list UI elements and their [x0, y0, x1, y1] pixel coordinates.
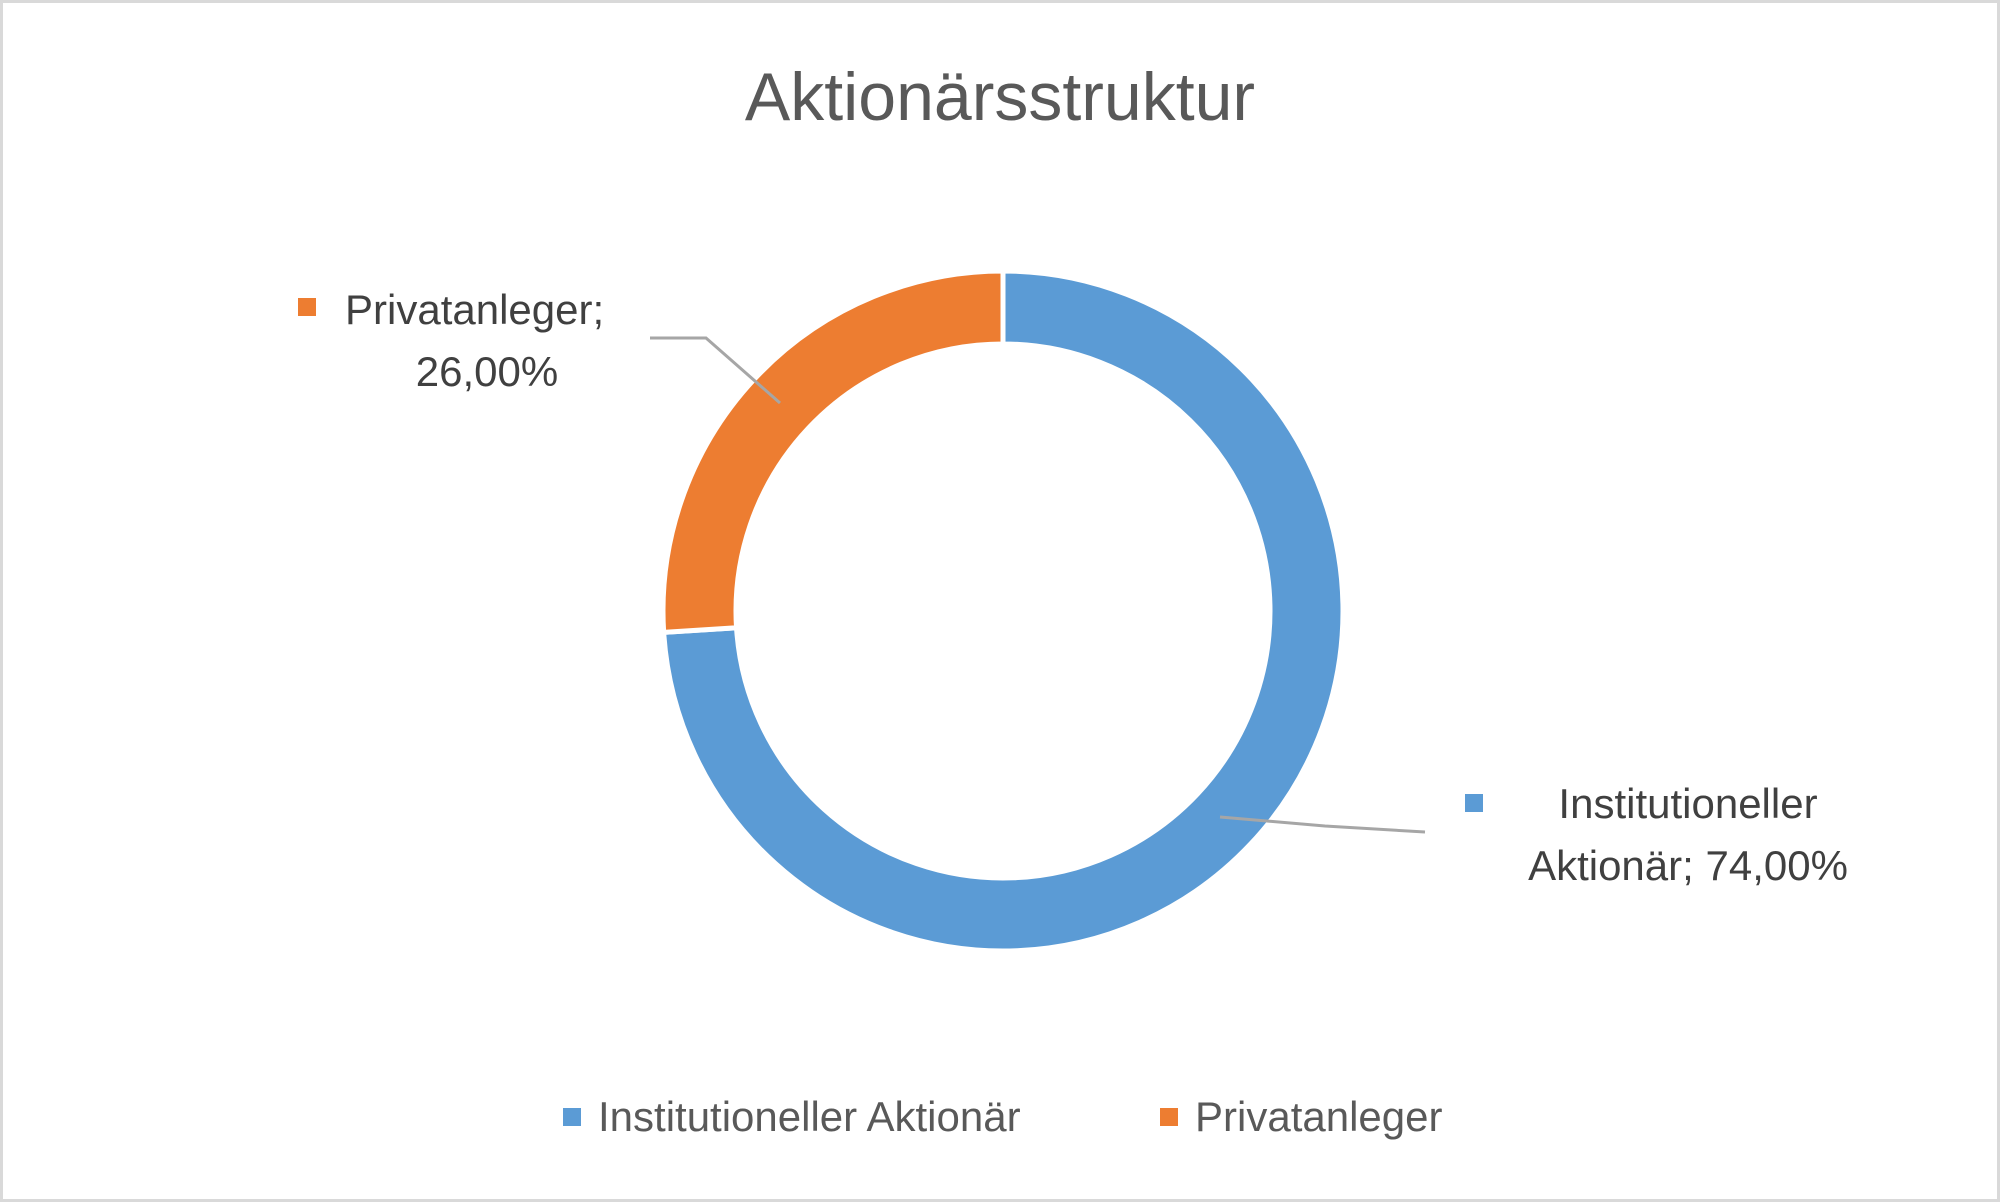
- legend: Institutioneller Aktionär Privatanleger: [563, 1093, 1442, 1140]
- leader-line-institutioneller: [1219, 815, 1426, 834]
- data-label-line1: Privatanleger;: [345, 286, 604, 333]
- data-label-marker-institutioneller: [1465, 794, 1483, 812]
- data-label-line2: Aktionär; 74,00%: [1528, 842, 1848, 889]
- legend-entry-privatanleger: Privatanleger: [1195, 1093, 1442, 1140]
- slice-privatanleger: [660, 268, 1006, 636]
- slice-institutioneller-aktionär: [661, 268, 1346, 954]
- doughnut-slices: [660, 268, 1346, 954]
- leader-line-privatanleger: [650, 336, 781, 405]
- data-label-line2: 26,00%: [416, 348, 558, 395]
- data-label-line1: Institutioneller: [1558, 780, 1817, 827]
- legend-marker-institutioneller: [563, 1108, 581, 1126]
- data-label-privatanleger: Privatanleger; 26,00%: [298, 286, 604, 395]
- legend-marker-privatanleger: [1160, 1108, 1178, 1126]
- data-label-marker-privatanleger: [298, 298, 316, 316]
- legend-entry-institutioneller: Institutioneller Aktionär: [598, 1093, 1021, 1140]
- data-label-institutioneller: Institutioneller Aktionär; 74,00%: [1465, 780, 1848, 889]
- chart-title: Aktionärsstruktur: [745, 59, 1255, 135]
